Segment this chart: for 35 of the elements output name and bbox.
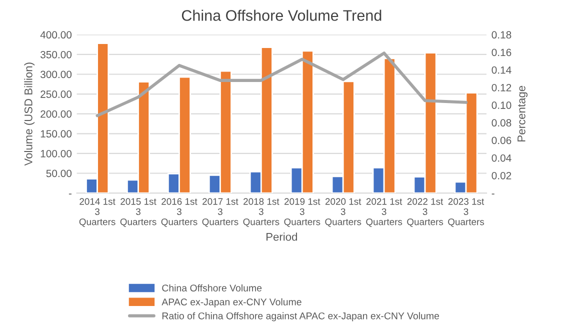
chart-title: China Offshore Volume Trend <box>182 10 382 21</box>
legend-label: APAC ex-Japan ex-CNY Volume <box>162 298 302 308</box>
legend-label: China Offshore Volume <box>162 284 262 292</box>
y2-tick-label: 0.18 <box>492 31 512 39</box>
y2-tick-label: 0.16 <box>492 48 512 56</box>
x-tick-label: 2016 1st 3 Quarters <box>161 198 198 227</box>
x-tick-label: 2019 1st 3 Quarters <box>284 198 320 227</box>
x-tick-label: 2017 1st 3 Quarters <box>202 198 238 227</box>
x-tick-label: 2023 1st 3 Quarters <box>448 198 484 227</box>
y2-tick-label: 0.02 <box>492 172 512 180</box>
y-tick-label: 100.00 <box>40 150 72 158</box>
y2-tick-label: 0.04 <box>492 154 512 162</box>
y2-tick-label: 0.10 <box>492 102 512 109</box>
x-tick-label: 2020 1st 3 Quarters <box>325 198 362 227</box>
x-tick-label: 2018 1st 3 Quarters <box>243 198 280 227</box>
x-tick-label: 2021 1st 3 Quarters <box>366 198 402 227</box>
x-axis-title: Period <box>266 232 297 241</box>
legend-label: Ratio of China Offshore against APAC ex-Japan ex-CNY Volume <box>162 312 440 322</box>
y-tick-label: 50.00 <box>46 170 72 178</box>
y2-tick-label: 0.06 <box>492 136 512 144</box>
y2-axis-title: Percentage <box>518 86 528 142</box>
y-tick-label: 400.00 <box>40 31 72 39</box>
y-tick-label: 150.00 <box>40 130 72 138</box>
x-tick-label: 2015 1st 3 Quarters <box>120 198 156 227</box>
y-tick-label: 250.00 <box>40 90 72 98</box>
y2-tick-label: 0.12 <box>492 84 512 92</box>
y-tick-label: 200.00 <box>40 110 72 118</box>
y-tick-label: 300.00 <box>40 70 72 78</box>
x-tick-label: 2014 1st 3 Quarters <box>79 198 116 227</box>
line-series <box>96 52 468 118</box>
x-tick-label: 2022 1st 3 Quarters <box>407 198 444 227</box>
y-axis-title: Volume (USD Billion) <box>24 62 35 166</box>
y-tick-label: 350.00 <box>40 50 72 58</box>
y2-tick-label: 0.08 <box>492 119 512 127</box>
y2-tick-label: 0.14 <box>492 66 512 74</box>
